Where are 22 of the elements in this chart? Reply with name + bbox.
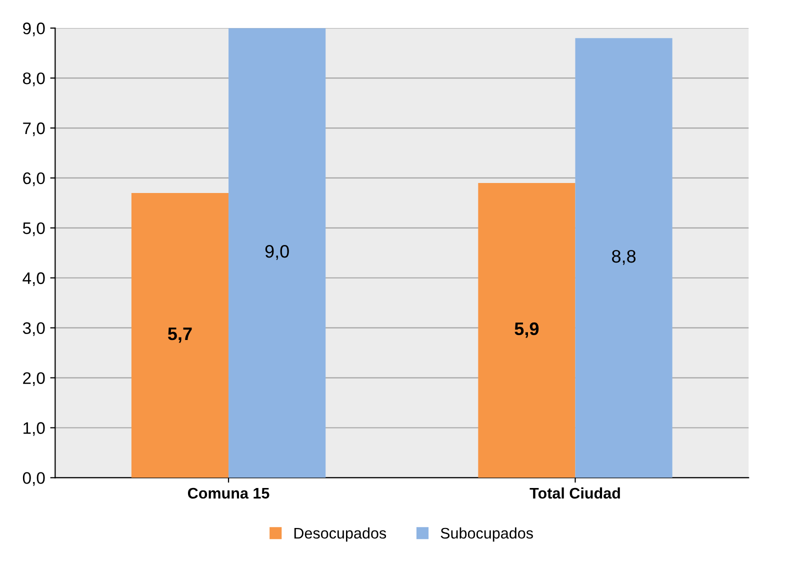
- y-tick-label: 2,0: [23, 372, 45, 386]
- bar: [575, 38, 672, 478]
- y-tick-label: 9,0: [23, 22, 45, 36]
- y-tick-label: 6,0: [23, 172, 45, 186]
- legend-label: Desocupados: [294, 527, 386, 542]
- y-tick-label: 4,0: [22, 272, 45, 286]
- data-label: 8,8: [612, 250, 636, 265]
- x-tick-label: Comuna 15: [188, 488, 270, 499]
- bar: [131, 192, 229, 478]
- bar: [228, 28, 326, 478]
- data-label: 5,7: [168, 328, 192, 343]
- y-tick-label: 1,0: [24, 422, 45, 436]
- bar: [478, 182, 576, 478]
- data-label: 5,9: [514, 322, 539, 338]
- y-tick-label: 7,0: [23, 122, 45, 136]
- data-label: 9,0: [265, 244, 289, 260]
- y-tick-label: 3,0: [22, 322, 45, 336]
- y-tick-label: 8,0: [22, 72, 45, 86]
- x-tick-label: Total Ciudad: [530, 487, 620, 499]
- y-tick-label: 5,0: [22, 222, 45, 236]
- legend-label: Subocupados: [440, 527, 533, 542]
- y-tick-label: 0,0: [22, 472, 45, 486]
